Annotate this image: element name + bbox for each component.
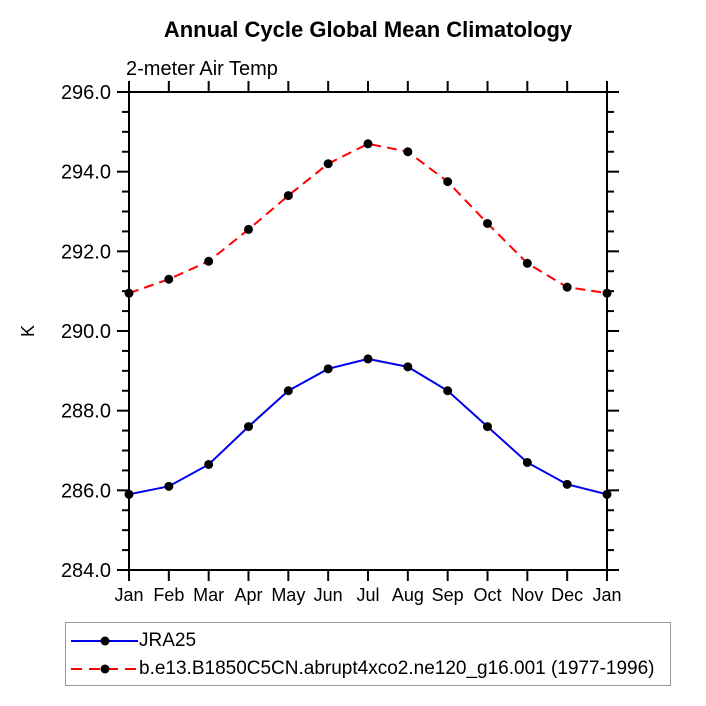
plot-border: [128, 91, 608, 571]
data-point-marker: [403, 147, 413, 157]
data-point-marker: [323, 364, 333, 374]
series-line-0: [128, 357, 608, 496]
data-point-marker: [602, 288, 612, 298]
y-tick-label: 284.0: [61, 560, 111, 582]
data-point-marker: [522, 457, 532, 467]
legend-label: b.e13.B1850C5CN.abrupt4xco2.ne120_g16.00…: [139, 658, 655, 679]
data-point-marker: [483, 218, 492, 228]
x-tick-label: Apr: [234, 585, 262, 605]
x-tick-label: Nov: [511, 585, 543, 605]
x-tick-label: Jan: [592, 585, 621, 605]
data-point-marker: [283, 386, 293, 396]
x-tick-label: Aug: [392, 585, 424, 605]
legend-item-jra25: JRA25: [68, 626, 196, 656]
data-point-marker: [522, 258, 532, 268]
data-point-marker: [403, 362, 413, 372]
x-tick-label: Jan: [114, 585, 143, 605]
legend: JRA25 b.e13.B1850C5CN.abrupt4xco2.ne120_…: [65, 622, 671, 686]
data-point-marker: [124, 288, 134, 298]
legend-line-sample-solid: [71, 636, 138, 646]
data-point-marker: [363, 354, 373, 364]
y-tick-label: 288.0: [61, 401, 111, 423]
x-tick-label: Mar: [193, 585, 224, 605]
data-point-marker: [323, 159, 333, 169]
series-line-1: [128, 142, 608, 295]
data-point-marker: [443, 177, 453, 187]
data-point-marker: [124, 489, 134, 499]
data-point-marker: [283, 191, 293, 201]
x-tick-label: Jul: [356, 585, 379, 605]
x-tick-label: Oct: [473, 585, 501, 605]
data-point-marker: [204, 459, 214, 469]
y-tick-label: 286.0: [61, 480, 111, 502]
legend-line-sample-dashed: [71, 664, 138, 674]
data-point-marker: [602, 489, 612, 499]
x-tick-label: Feb: [153, 585, 184, 605]
legend-item-model: b.e13.B1850C5CN.abrupt4xco2.ne120_g16.00…: [68, 654, 655, 684]
y-tick-label: 290.0: [61, 321, 111, 343]
y-axis-label: K: [18, 325, 38, 337]
data-point-marker: [164, 481, 174, 491]
chart-subtitle: 2-meter Air Temp: [126, 58, 278, 80]
y-tick-label: 296.0: [61, 82, 111, 104]
x-tick-label: Dec: [551, 585, 583, 605]
x-tick-label: Jun: [314, 585, 343, 605]
y-tick-label: 294.0: [61, 162, 111, 184]
data-point-marker: [562, 282, 572, 292]
data-point-marker: [164, 274, 174, 284]
data-point-marker: [562, 479, 572, 489]
data-point-marker: [483, 422, 492, 432]
data-point-marker: [244, 422, 253, 432]
x-tick-label: Sep: [432, 585, 464, 605]
y-tick-label: 292.0: [61, 241, 111, 263]
data-point-marker: [244, 224, 253, 234]
legend-label: JRA25: [139, 630, 197, 651]
data-point-marker: [443, 386, 453, 396]
data-point-marker: [363, 139, 373, 149]
data-point-marker: [204, 256, 214, 266]
x-tick-label: May: [271, 585, 305, 605]
chart-title: Annual Cycle Global Mean Climatology: [163, 17, 573, 42]
